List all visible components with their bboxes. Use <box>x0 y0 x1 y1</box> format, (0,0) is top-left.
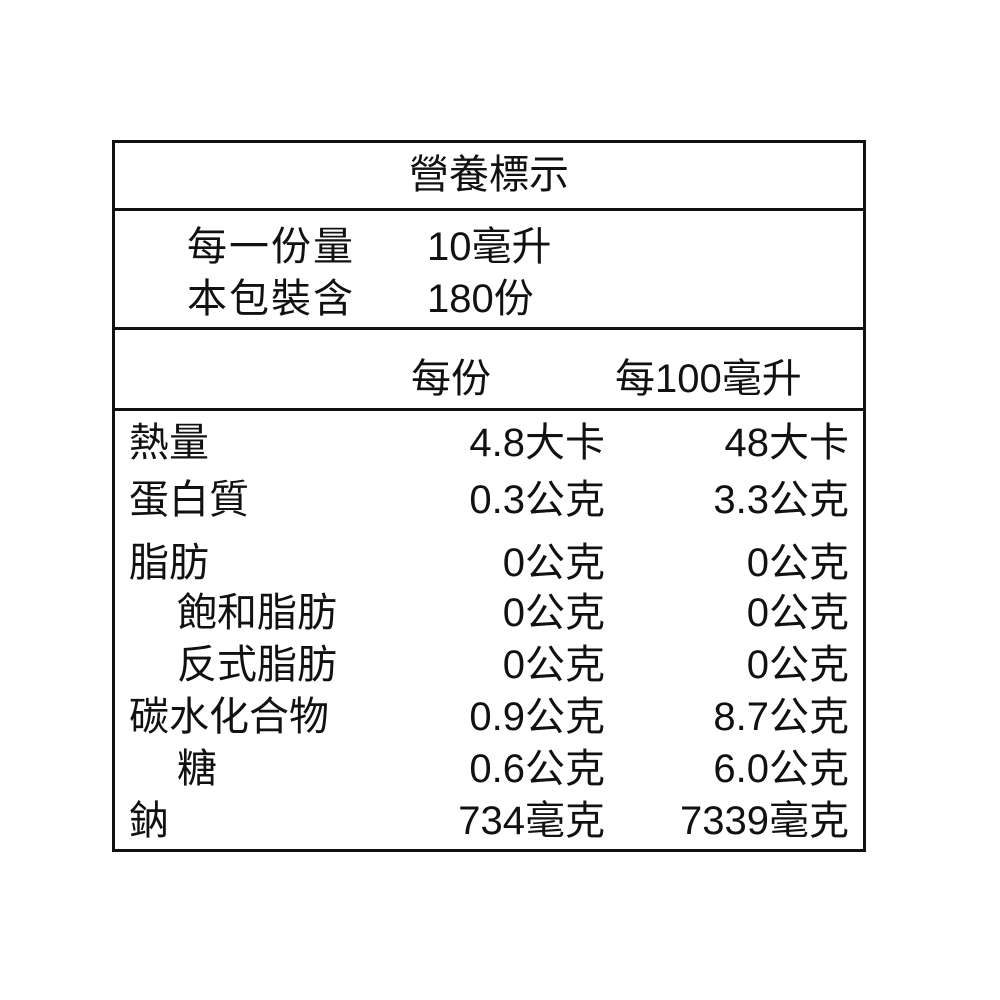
nutrient-name: 碳水化合物 <box>129 695 329 739</box>
nutrient-per-100ml: 8.7公克 <box>713 695 849 739</box>
nutrient-per-serving: 0.6公克 <box>469 747 605 791</box>
servings-count-label: 本包裝含 <box>187 277 355 321</box>
nutrient-name: 反式脂肪 <box>177 643 337 687</box>
serving-size-label: 每一份量 <box>187 225 355 269</box>
nutrient-name: 糖 <box>177 747 217 791</box>
divider <box>115 208 863 211</box>
nutrient-per-100ml: 0公克 <box>746 643 849 687</box>
nutrient-per-100ml: 48大卡 <box>724 421 850 465</box>
nutrient-per-serving: 0.3公克 <box>469 478 605 522</box>
nutrient-name: 脂肪 <box>129 541 209 585</box>
serving-size-value: 10毫升 <box>427 225 552 269</box>
column-per-100ml: 每100毫升 <box>615 357 802 401</box>
nutrient-per-serving: 0.9公克 <box>469 695 605 739</box>
nutrient-per-serving: 0公克 <box>502 643 605 687</box>
nutrient-name: 鈉 <box>129 799 169 843</box>
divider <box>115 327 863 330</box>
nutrient-name: 熱量 <box>129 421 209 465</box>
nutrient-per-100ml: 6.0公克 <box>713 747 849 791</box>
nutrient-name: 飽和脂肪 <box>177 591 337 635</box>
nutrient-per-100ml: 0公克 <box>746 591 849 635</box>
nutrient-per-100ml: 7339毫克 <box>680 799 849 843</box>
label-title: 營養標示 <box>409 153 569 197</box>
nutrient-per-100ml: 0公克 <box>746 541 849 585</box>
nutrient-per-serving: 0公克 <box>502 591 605 635</box>
nutrient-per-100ml: 3.3公克 <box>713 478 849 522</box>
nutrient-per-serving: 4.8大卡 <box>469 421 605 465</box>
nutrient-per-serving: 734毫克 <box>458 799 605 843</box>
servings-count-value: 180份 <box>427 277 534 321</box>
nutrient-name: 蛋白質 <box>129 478 249 522</box>
divider <box>115 408 863 411</box>
nutrition-label: 營養標示 每一份量 10毫升 本包裝含 180份 每份 每100毫升 熱量 4.8… <box>112 140 866 852</box>
nutrient-per-serving: 0公克 <box>502 541 605 585</box>
column-per-serving: 每份 <box>411 357 491 401</box>
